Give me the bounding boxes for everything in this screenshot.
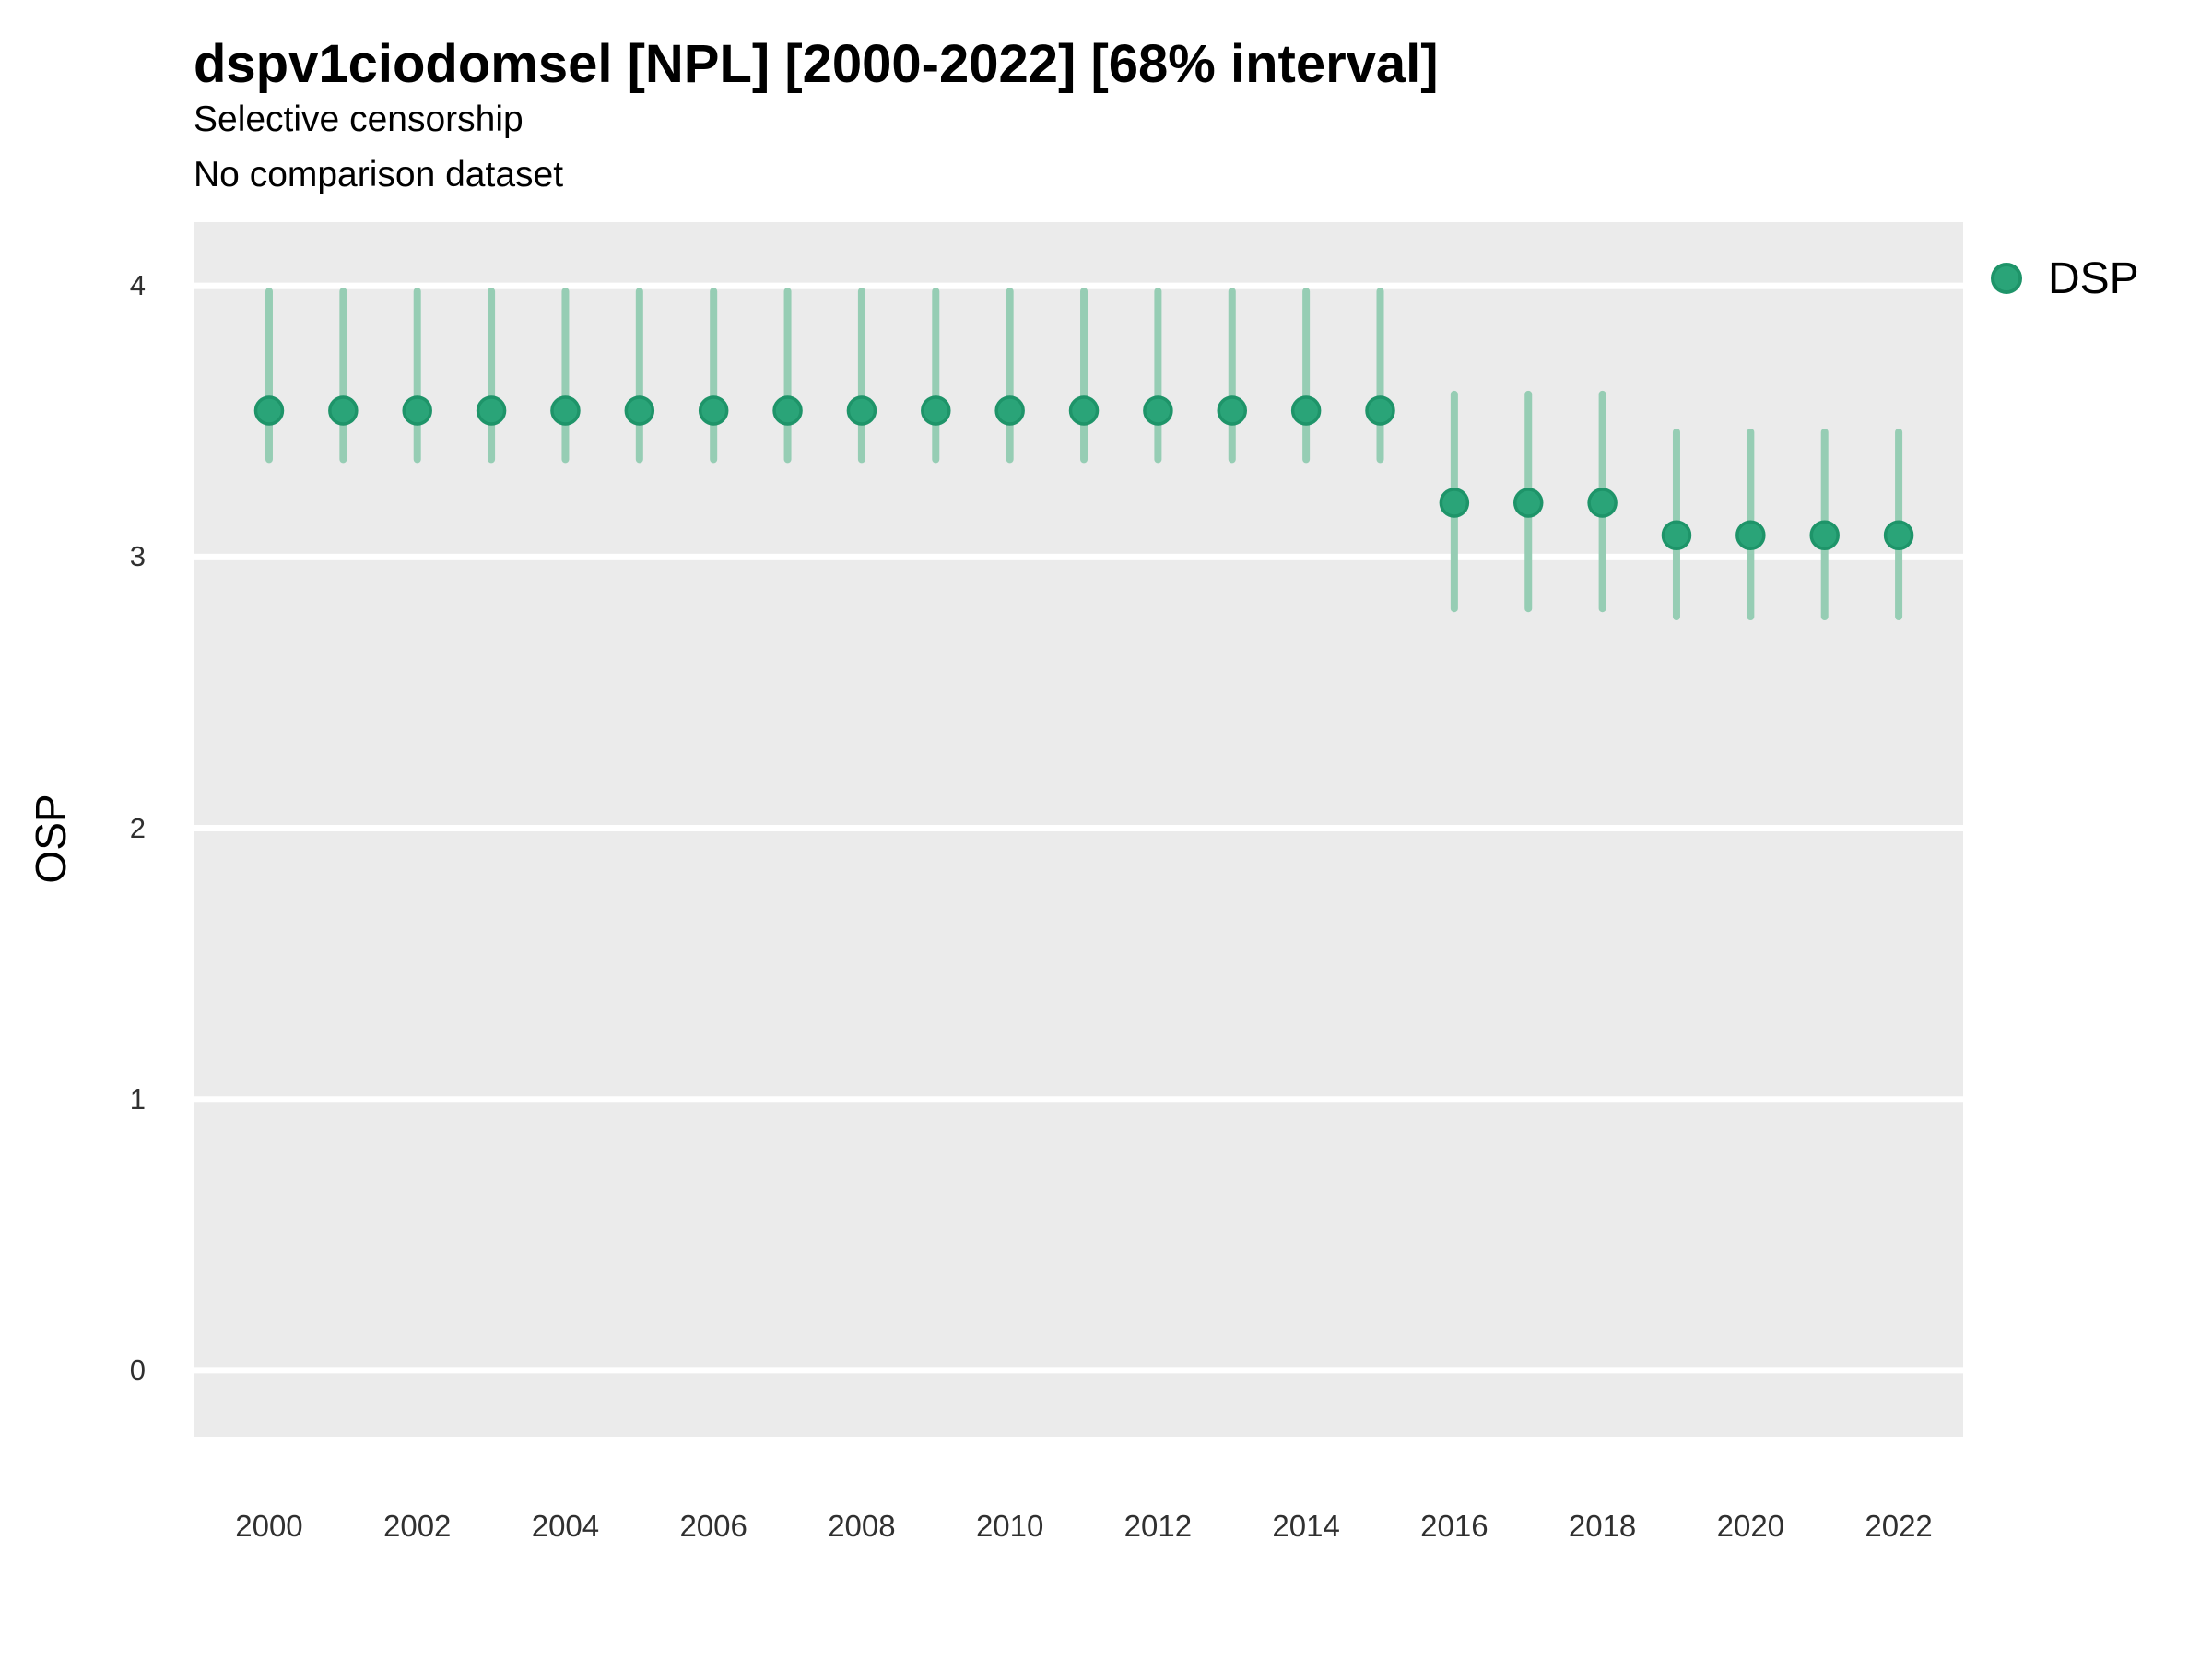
point-estimate-2007 bbox=[772, 395, 803, 426]
y-tick-label-2: 2 bbox=[129, 811, 146, 844]
x-tick-label-2008: 2008 bbox=[828, 1509, 896, 1543]
point-estimate-2020 bbox=[1735, 520, 1766, 551]
point-estimate-2018 bbox=[1587, 488, 1618, 518]
point-estimate-2013 bbox=[1217, 395, 1248, 426]
point-estimate-2006 bbox=[698, 395, 729, 426]
x-tick-label-2012: 2012 bbox=[1124, 1509, 1193, 1543]
y-tick-label-3: 3 bbox=[129, 540, 146, 573]
point-estimate-2012 bbox=[1143, 395, 1173, 426]
x-tick-label-2000: 2000 bbox=[235, 1509, 303, 1543]
point-estimate-2017 bbox=[1512, 488, 1544, 518]
point-estimate-2021 bbox=[1809, 520, 1840, 551]
point-estimate-2008 bbox=[846, 395, 877, 426]
x-tick-label-2010: 2010 bbox=[975, 1509, 1044, 1543]
y-tick-label-4: 4 bbox=[129, 269, 146, 302]
point-estimate-2011 bbox=[1068, 395, 1100, 426]
point-estimate-2005 bbox=[624, 395, 655, 426]
point-estimate-2010 bbox=[994, 395, 1025, 426]
point-estimate-2001 bbox=[328, 395, 359, 426]
y-tick-label-0: 0 bbox=[129, 1353, 146, 1386]
x-tick-label-2020: 2020 bbox=[1716, 1509, 1785, 1543]
x-tick-label-2022: 2022 bbox=[1865, 1509, 1933, 1543]
chart-subtitle-line-1: Selective censorship bbox=[194, 100, 524, 139]
chart-subtitle-line-2: No comparison dataset bbox=[194, 155, 564, 194]
x-tick-label-2002: 2002 bbox=[382, 1509, 452, 1543]
x-tick-label-2004: 2004 bbox=[531, 1509, 600, 1543]
point-estimate-2015 bbox=[1365, 395, 1395, 426]
point-estimate-2019 bbox=[1661, 520, 1692, 551]
legend-point-icon bbox=[1991, 263, 2022, 294]
chart-title: dspv1ciodomsel [NPL] [2000-2022] [68% in… bbox=[194, 34, 1439, 94]
x-tick-label-2014: 2014 bbox=[1272, 1509, 1340, 1543]
point-estimate-2000 bbox=[253, 395, 285, 426]
x-tick-label-2016: 2016 bbox=[1420, 1509, 1488, 1543]
point-estimate-2022 bbox=[1883, 520, 1914, 551]
legend-label: DSP bbox=[2048, 253, 2139, 303]
point-estimate-2009 bbox=[921, 395, 951, 426]
x-tick-label-2006: 2006 bbox=[679, 1509, 747, 1543]
point-estimate-2003 bbox=[476, 395, 507, 426]
y-tick-label-1: 1 bbox=[129, 1082, 146, 1115]
point-estimate-2004 bbox=[550, 395, 581, 426]
point-estimate-2014 bbox=[1290, 395, 1322, 426]
point-estimate-2002 bbox=[402, 395, 432, 426]
legend: DSP bbox=[1991, 249, 2212, 308]
x-tick-label-2018: 2018 bbox=[1568, 1509, 1637, 1543]
plot-panel bbox=[194, 222, 1963, 1437]
point-estimate-2016 bbox=[1439, 488, 1470, 518]
